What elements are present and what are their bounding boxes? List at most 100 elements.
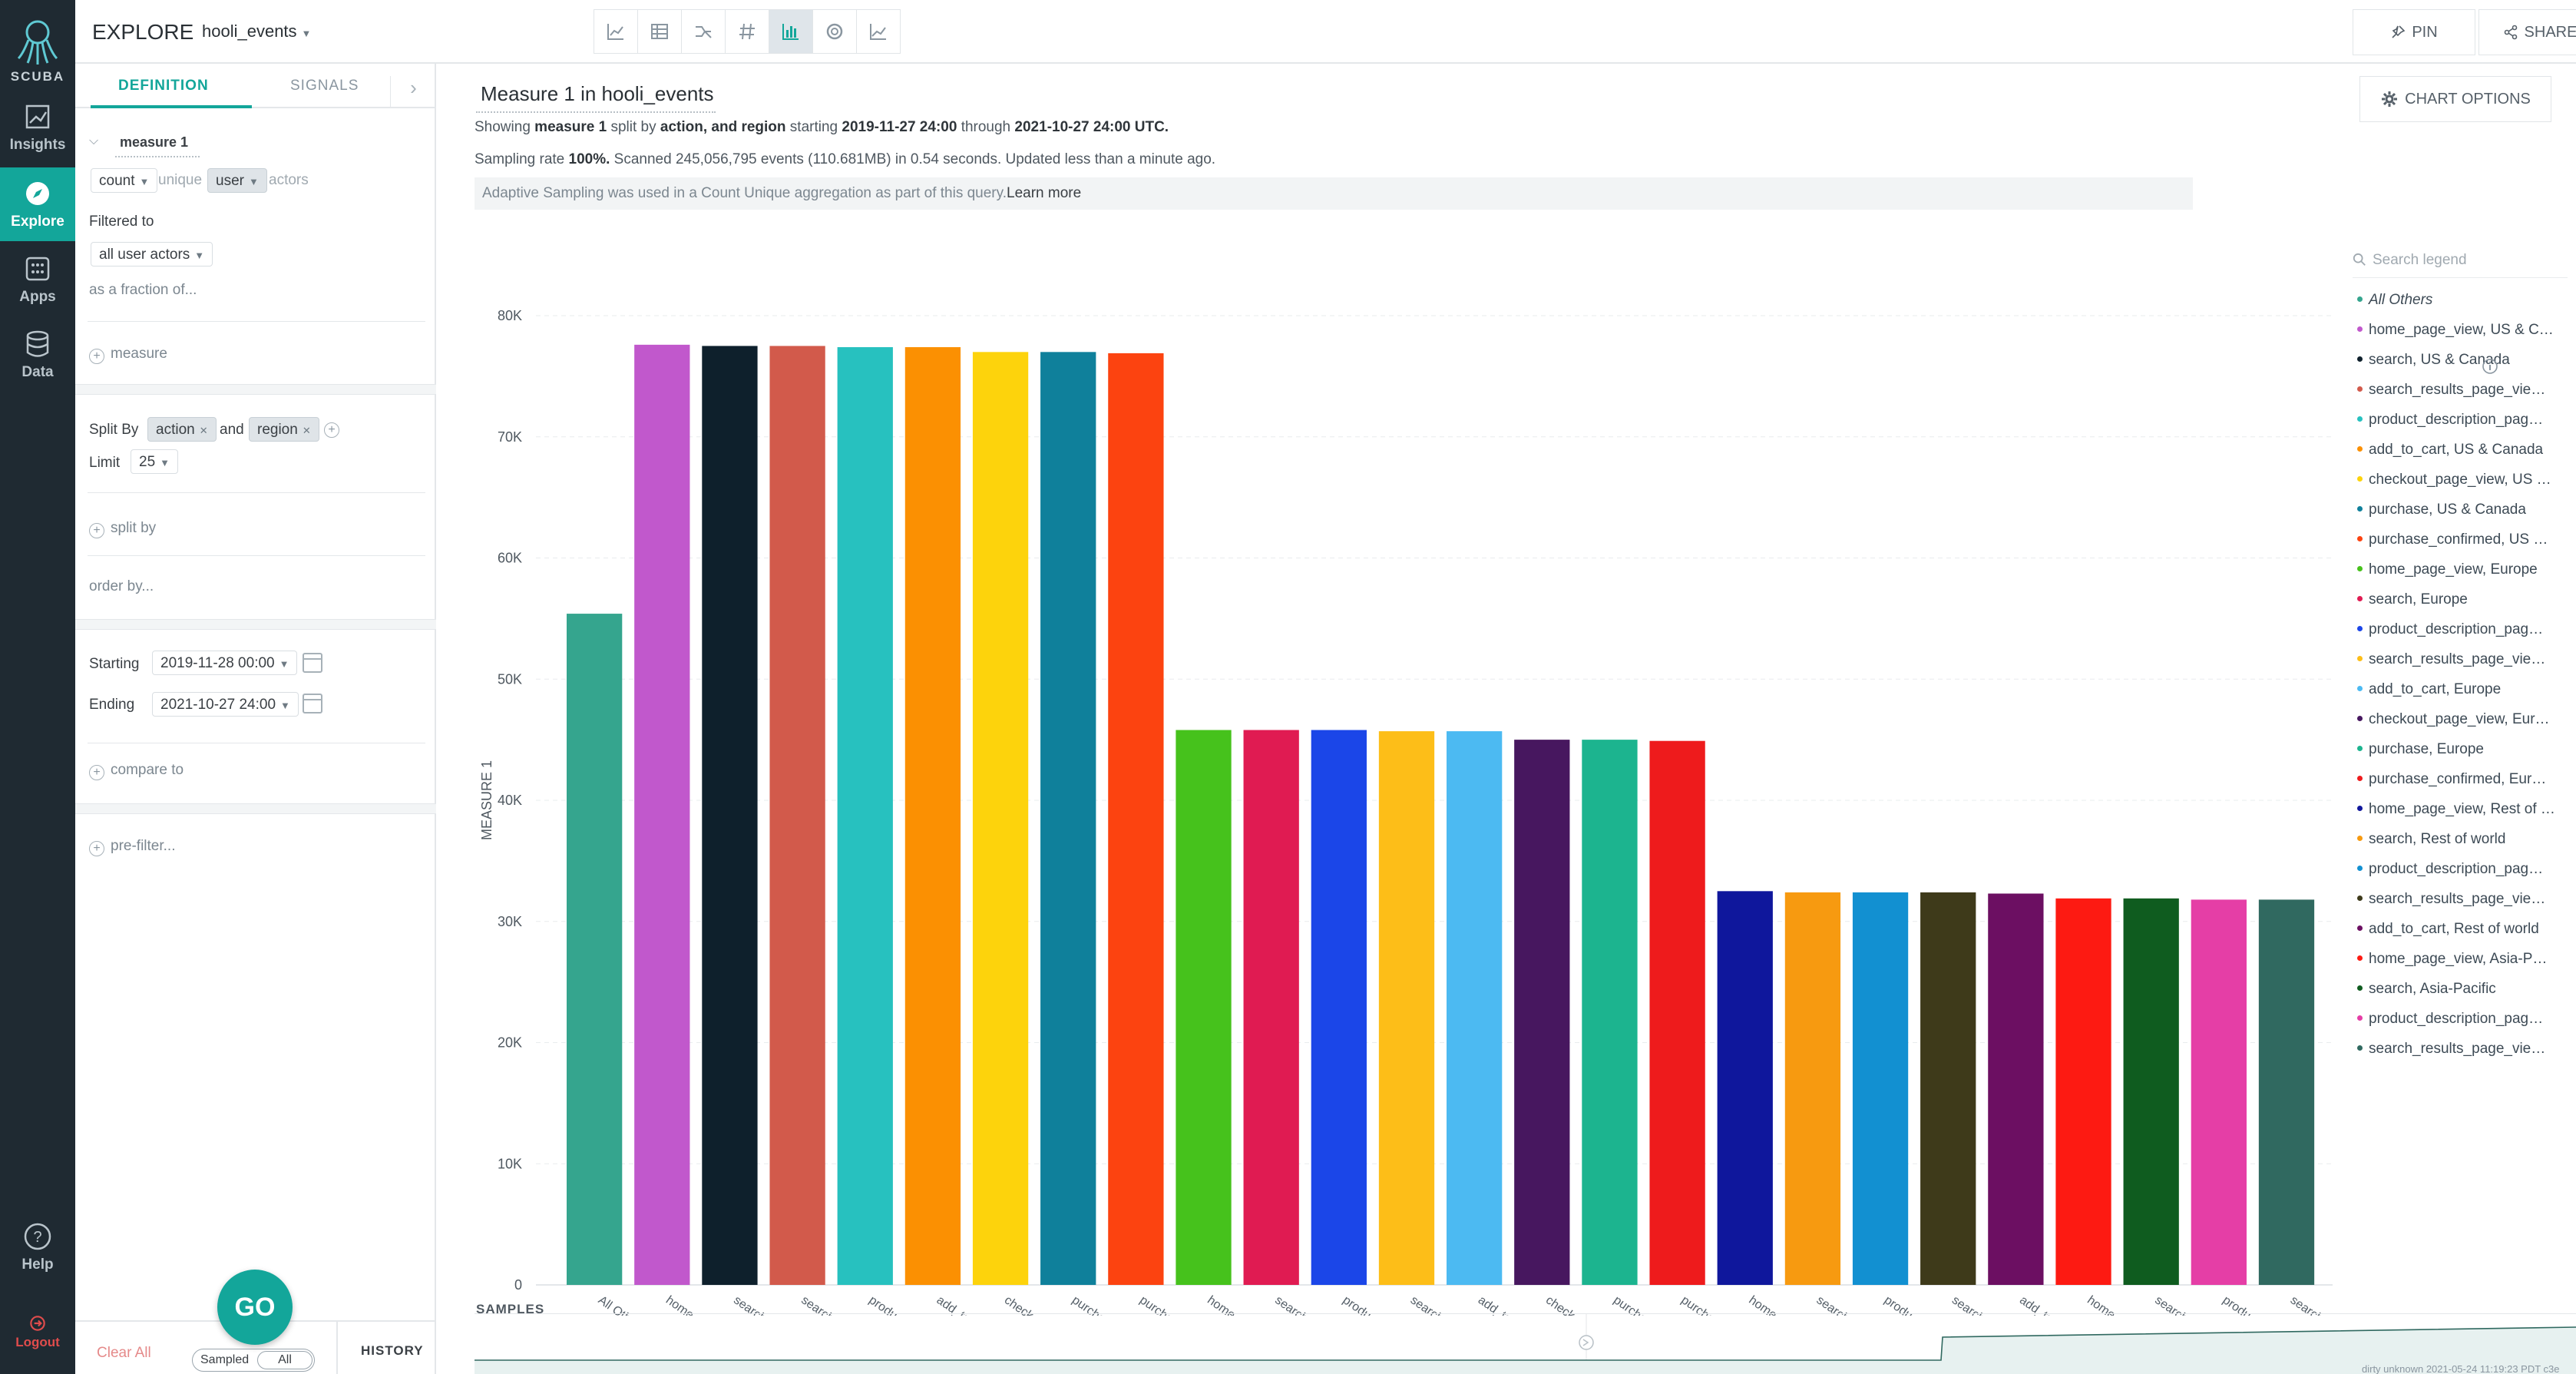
legend-item[interactable]: add_to_cart, Rest of world [2357,921,2576,938]
learn-more-link[interactable]: Learn more [1007,185,1082,201]
legend-item[interactable]: search, Asia-Pacific [2357,981,2576,998]
legend-item[interactable]: product_description_pag… [2357,621,2576,638]
filter-select[interactable]: all user actors ▼ [91,242,213,267]
timeline-scrubber[interactable] [475,1313,2576,1374]
chart-bar[interactable] [1176,730,1232,1285]
legend-item[interactable]: search, Europe [2357,591,2576,608]
viz-pie-button[interactable] [812,9,857,54]
viz-bar-button[interactable] [769,9,813,54]
rail-item-data[interactable]: Data [0,318,75,392]
chart-bar[interactable] [2191,899,2247,1285]
chart-bar[interactable] [2123,898,2179,1285]
legend-item[interactable]: search_results_page_vie… [2357,651,2576,668]
chart-bar[interactable] [1447,731,1503,1285]
aggregation-select[interactable]: count ▼ [91,168,158,193]
legend-item[interactable]: search_results_page_vie… [2357,891,2576,908]
fraction-of-link[interactable]: as a fraction of... [89,282,197,298]
remove-icon[interactable]: ✕ [199,425,208,436]
chart-bar[interactable] [1852,892,1909,1285]
chart-bar[interactable] [702,346,758,1285]
chart-bar[interactable] [1784,892,1841,1285]
dataset-selector[interactable]: hooli_events ▼ [202,22,311,41]
rail-item-help[interactable]: ? Help [0,1221,75,1273]
logout-button[interactable]: Logout [0,1313,75,1350]
legend-item[interactable]: checkout_page_view, US … [2357,472,2576,488]
legend-item[interactable]: home_page_view, Europe [2357,561,2576,578]
legend-item[interactable]: purchase, US & Canada [2357,502,2576,518]
chart-bar[interactable] [972,352,1029,1286]
compare-to-button[interactable]: + compare to [89,762,184,780]
order-by-link[interactable]: order by... [89,578,154,594]
chart-bar[interactable] [1311,730,1367,1285]
legend-item[interactable]: purchase_confirmed, Eur… [2357,771,2576,788]
collapse-panel-icon[interactable]: › [390,76,436,107]
rail-item-explore[interactable]: Explore [0,167,75,241]
starting-date-select[interactable]: 2019-11-28 00:00 ▼ [152,651,298,675]
clear-all-button[interactable]: Clear All [97,1345,151,1361]
chart-bar[interactable] [2258,899,2315,1285]
chart-bar[interactable] [1582,740,1638,1285]
legend-item[interactable]: home_page_view, Rest of … [2357,801,2576,818]
legend-item[interactable]: checkout_page_view, Eur… [2357,711,2576,728]
legend-item[interactable]: product_description_pag… [2357,1011,2576,1028]
viz-flow-button[interactable] [681,9,726,54]
add-split-by-button[interactable]: + split by [89,520,156,538]
chart-bar[interactable] [567,614,623,1285]
scuba-logo[interactable]: SCUBA [0,14,75,84]
chart-bar[interactable] [769,346,825,1285]
chart-bar[interactable] [1378,731,1435,1285]
sampling-toggle[interactable]: Sampled All [192,1349,315,1372]
samples-label[interactable]: SAMPLES [476,1302,545,1316]
chart-bar[interactable] [1514,740,1570,1285]
chart-bar[interactable] [1040,352,1096,1286]
legend-item[interactable]: home_page_view, Asia-P… [2357,951,2576,968]
legend-item[interactable]: home_page_view, US & C… [2357,322,2576,339]
calendar-icon[interactable] [303,653,322,673]
tab-signals[interactable]: SIGNALS [290,78,359,94]
legend-search-input[interactable]: Search legend [2353,252,2568,278]
info-icon[interactable] [2482,358,2498,375]
go-button[interactable]: GO [217,1270,293,1345]
legend-item[interactable]: search_results_page_vie… [2357,382,2576,399]
legend-item[interactable]: product_description_pag… [2357,412,2576,429]
viz-line-button[interactable] [594,9,638,54]
measure-name[interactable]: measure 1 [120,134,189,150]
viz-number-button[interactable] [725,9,769,54]
remove-icon[interactable]: ✕ [302,425,311,436]
chart-bar[interactable] [1649,740,1705,1285]
chart-options-button[interactable]: CHART OPTIONS [2359,76,2551,122]
add-measure-button[interactable]: + measure [89,346,167,364]
toggle-all-label[interactable]: All [257,1351,312,1369]
tab-definition[interactable]: DEFINITION [118,78,209,94]
split-chip-action[interactable]: action ✕ [147,417,217,442]
chart-bar[interactable] [1920,892,1976,1285]
calendar-icon[interactable] [303,694,322,713]
chart-bar[interactable] [904,347,961,1285]
chart-bar[interactable] [1108,353,1164,1286]
share-button[interactable]: SHARE [2478,9,2576,55]
chart-bar[interactable] [634,344,690,1285]
measure-collapse-icon[interactable]: ⌵ [89,134,99,147]
add-split-icon[interactable]: + [324,422,339,438]
entity-select[interactable]: user ▼ [207,168,267,193]
legend-item[interactable]: search_results_page_vie… [2357,1041,2576,1058]
legend-item[interactable]: add_to_cart, US & Canada [2357,442,2576,459]
viz-area-button[interactable] [856,9,901,54]
toggle-sampled-label[interactable]: Sampled [200,1353,250,1366]
chart-bar[interactable] [1717,891,1773,1285]
pin-button[interactable]: PIN [2353,9,2475,55]
chart-bar[interactable] [837,347,893,1285]
viz-table-button[interactable] [637,9,682,54]
chart-bar[interactable] [1243,730,1299,1285]
chart-bar[interactable] [2055,898,2111,1285]
legend-item[interactable]: search, Rest of world [2357,831,2576,848]
history-button[interactable]: HISTORY [361,1343,424,1358]
legend-item[interactable]: All Others [2357,292,2576,309]
pre-filter-button[interactable]: + pre-filter... [89,838,175,856]
rail-item-apps[interactable]: Apps [0,243,75,316]
split-chip-region[interactable]: region ✕ [249,417,319,442]
legend-item[interactable]: add_to_cart, Europe [2357,681,2576,698]
legend-item[interactable]: search, US & Canada [2357,352,2576,369]
chart-bar[interactable] [1988,893,2044,1285]
chart-title[interactable]: Measure 1 in hooli_events [481,82,714,105]
